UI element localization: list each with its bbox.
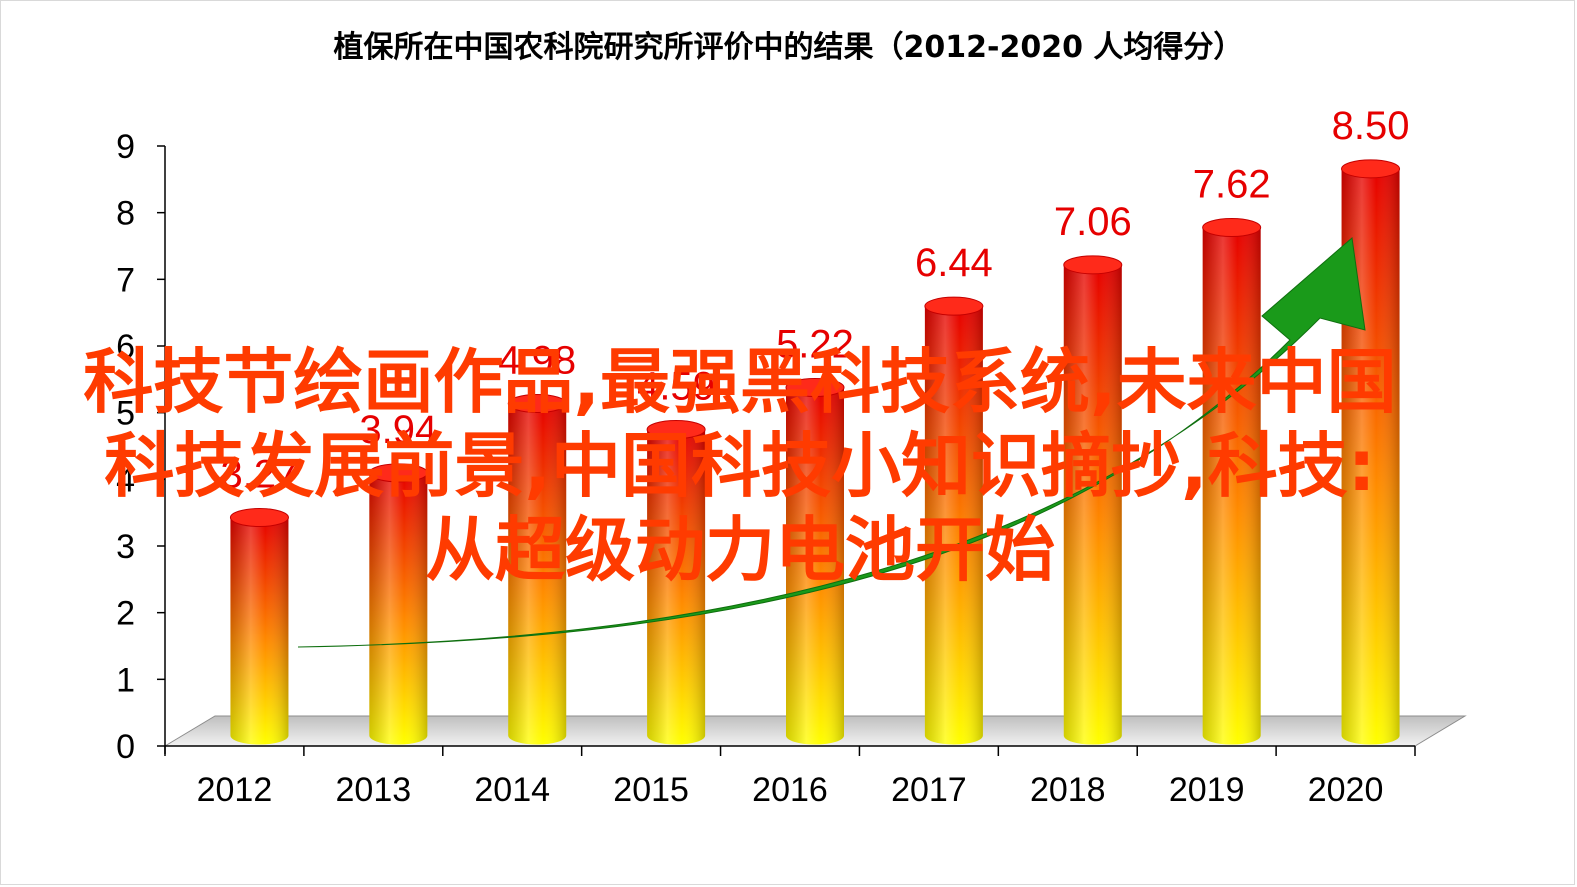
data-label: 8.50 <box>1332 104 1410 148</box>
bar <box>1202 218 1262 745</box>
x-tick-label: 2013 <box>336 771 412 809</box>
chart-title: 植保所在中国农科院研究所评价中的结果（2012-2020 人均得分） <box>333 30 1244 65</box>
y-tick-label: 9 <box>116 128 135 166</box>
bar <box>1063 255 1123 745</box>
bar <box>785 378 845 745</box>
x-tick-label: 2018 <box>1030 771 1106 809</box>
x-tick-label: 2020 <box>1308 771 1384 809</box>
data-label: 7.62 <box>1193 163 1271 207</box>
bar <box>368 463 428 745</box>
y-tick-label: 7 <box>116 261 135 299</box>
y-tick-label: 2 <box>116 595 135 633</box>
x-tick-label: 2015 <box>613 771 689 809</box>
x-tick-label: 2019 <box>1169 771 1245 809</box>
data-label: 7.06 <box>1054 200 1132 244</box>
data-label: 3.94 <box>359 408 437 452</box>
data-label: 3.27 <box>221 453 299 497</box>
y-tick-label: 1 <box>116 661 135 699</box>
data-label: 6.44 <box>915 241 993 285</box>
y-tick-label: 0 <box>116 728 135 766</box>
data-label: 4.98 <box>498 339 576 383</box>
y-tick-label: 4 <box>116 461 135 499</box>
bar <box>507 394 567 745</box>
bar <box>229 508 289 745</box>
x-tick-label: 2017 <box>891 771 967 809</box>
bar <box>646 420 706 745</box>
data-label: 4.59 <box>637 365 715 409</box>
x-tick-label: 2012 <box>197 771 273 809</box>
y-tick-label: 6 <box>116 328 135 366</box>
y-tick-label: 3 <box>116 528 135 566</box>
x-tick-label: 2014 <box>474 771 550 809</box>
x-tick-label: 2016 <box>752 771 828 809</box>
trend-arrow <box>297 237 1366 648</box>
data-label: 5.22 <box>776 323 854 367</box>
y-tick-label: 8 <box>116 195 135 233</box>
bar <box>924 296 984 745</box>
y-tick-label: 5 <box>116 395 135 433</box>
